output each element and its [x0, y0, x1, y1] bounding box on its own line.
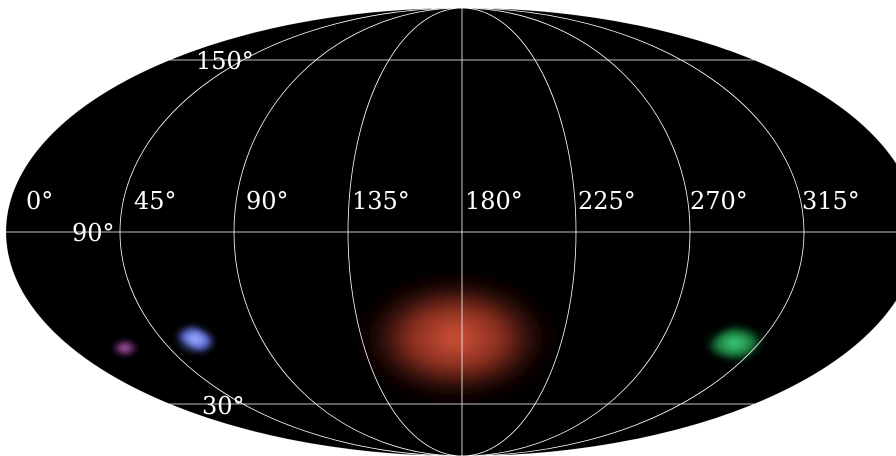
longitude-label-45: 45° [134, 187, 177, 215]
purple-blob [111, 339, 139, 357]
meridian-45-315 [119, 8, 805, 456]
center-lower-glow [346, 268, 566, 408]
longitude-label-180: 180° [465, 187, 523, 215]
north-cap-glow [6, 8, 896, 100]
longitude-label-225: 225° [578, 187, 636, 215]
meridian-135-225 [347, 8, 577, 456]
green-blob [701, 323, 769, 364]
longitude-labels: 0° 45° 90° 135° 180° 225° 270° 315° [26, 187, 860, 215]
latitude-label-30: 30° [202, 392, 245, 420]
longitude-label-135: 135° [352, 187, 410, 215]
latitude-labels: 150° 90° 30° [72, 47, 254, 420]
blue-blob [172, 322, 219, 356]
longitude-label-0: 0° [26, 187, 53, 215]
longitude-label-315: 315° [802, 187, 860, 215]
sky-features [6, 8, 896, 408]
latitude-label-90: 90° [72, 219, 115, 247]
meridian-90-270 [233, 8, 691, 456]
longitude-label-90: 90° [246, 187, 289, 215]
latitude-label-150: 150° [196, 47, 254, 75]
longitude-label-270: 270° [690, 187, 748, 215]
sky-map-border [5, 7, 896, 456]
